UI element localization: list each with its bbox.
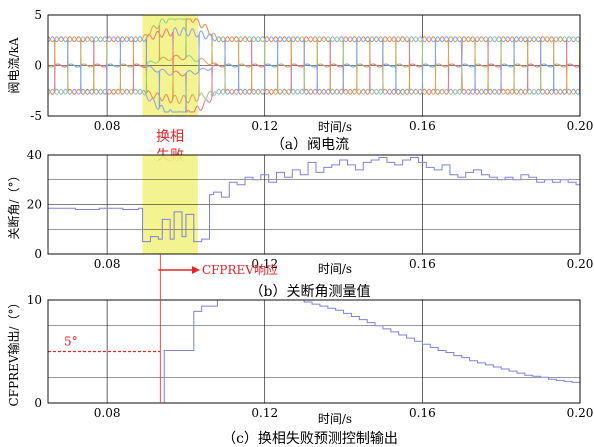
y-tick-label: 20 [27, 198, 42, 212]
panel-c: 5° 0.08 0.12 0.16 0.20 0 10 时间/s （c）换相失败预测控制输出 CF… [6, 293, 593, 447]
x-tick-label: 0.20 [567, 406, 594, 420]
caption: （c）换相失败预测控制输出 [222, 430, 398, 447]
caption: （a）阀电流 [271, 137, 349, 153]
y-tick-label: 10 [27, 293, 42, 307]
reference-label: 5° [64, 335, 78, 349]
x-axis-label: 时间/s [318, 262, 352, 276]
x-tick-label: 0.16 [409, 119, 436, 133]
annotation-arrowhead [191, 266, 200, 274]
y-tick-label: -5 [30, 109, 42, 123]
x-tick-label: 0.20 [567, 257, 594, 271]
x-tick-label: 0.16 [409, 257, 436, 271]
x-tick-label: 0.12 [251, 119, 278, 133]
x-tick-label: 0.08 [94, 406, 121, 420]
caption: （b）关断角测量值 [250, 284, 371, 300]
y-tick-label: 5 [34, 8, 42, 22]
x-tick-label: 0.08 [94, 119, 121, 133]
y-tick-label: 0 [34, 247, 42, 261]
series-line-3 [47, 28, 581, 113]
x-axis-label: 时间/s [318, 120, 352, 134]
series-line-4 [47, 25, 581, 105]
y-tick-label: 0 [34, 59, 42, 73]
x-tick-label: 0.20 [567, 119, 594, 133]
series-line-0 [48, 156, 580, 243]
x-tick-label: 0.16 [409, 406, 436, 420]
y-tick-label: 0 [34, 396, 42, 410]
y-tick-label: 40 [27, 148, 42, 162]
y-axis-label: 阀电流/kA [7, 37, 21, 93]
x-axis-label: 时间/s [318, 412, 352, 426]
series-line-0 [48, 299, 580, 404]
y-axis-label: 关断角/（°） [6, 169, 21, 239]
x-tick-label: 0.08 [94, 257, 121, 271]
panel-b: 0.08 0.12 0.16 0.20 0 20 40 时间/s （b）关断角测量值 关断角/（°… [6, 148, 593, 300]
series-line-2 [47, 18, 581, 100]
y-axis-label: CFPREV输出/（°） [6, 296, 21, 406]
axis-frame [47, 154, 581, 255]
series-line-1 [47, 27, 581, 110]
axis-frame [47, 14, 581, 117]
fault-label: 换相 [156, 128, 184, 145]
axis-frame [47, 299, 581, 404]
series-line-5 [47, 30, 581, 113]
annotation-label: CFPREV响应 [202, 262, 278, 277]
x-tick-label: 0.12 [251, 257, 278, 271]
x-tick-label: 0.12 [251, 406, 278, 420]
